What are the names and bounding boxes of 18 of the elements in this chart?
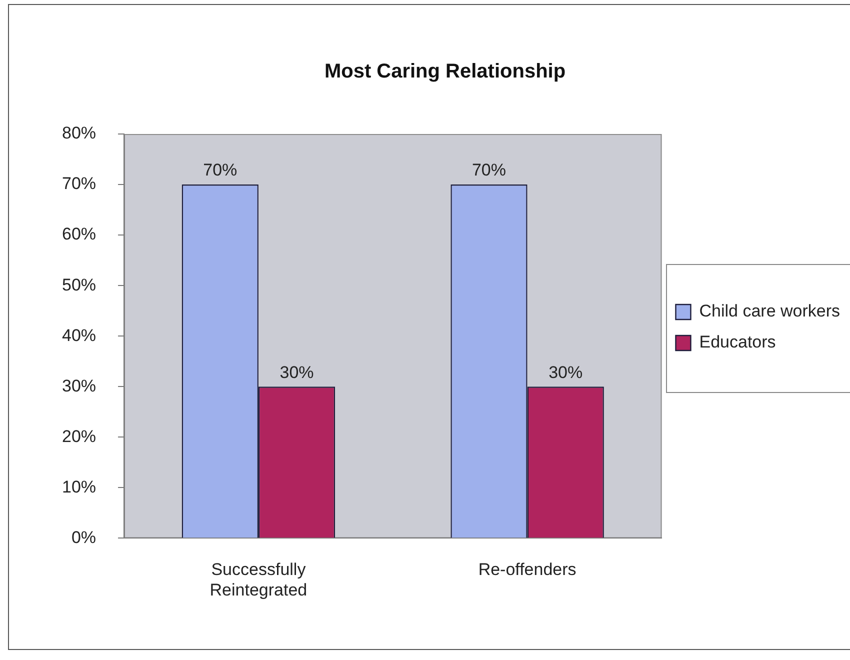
y-tick-label: 80% bbox=[62, 124, 96, 143]
y-tick-label: 10% bbox=[62, 477, 96, 496]
x-tick-label: Re-offenders bbox=[478, 560, 576, 580]
data-label: 70% bbox=[472, 160, 506, 180]
y-tick-label: 0% bbox=[71, 528, 96, 547]
data-label: 30% bbox=[280, 362, 314, 382]
chart-title: Most Caring Relationship bbox=[324, 60, 566, 83]
y-tick-label: 30% bbox=[62, 376, 96, 396]
y-tick-label: 60% bbox=[62, 224, 96, 244]
y-tick-label: 70% bbox=[62, 174, 96, 194]
y-tick-label: 40% bbox=[62, 326, 96, 345]
data-label: 70% bbox=[203, 160, 238, 180]
y-tick-label: 50% bbox=[62, 275, 96, 294]
legend-label: Child care workers bbox=[699, 302, 840, 321]
legend-label: Educators bbox=[699, 332, 776, 352]
data-label: 30% bbox=[548, 362, 583, 382]
y-tick-label: 20% bbox=[62, 426, 96, 446]
x-tick-label: Successfully Reintegrated bbox=[210, 560, 308, 600]
